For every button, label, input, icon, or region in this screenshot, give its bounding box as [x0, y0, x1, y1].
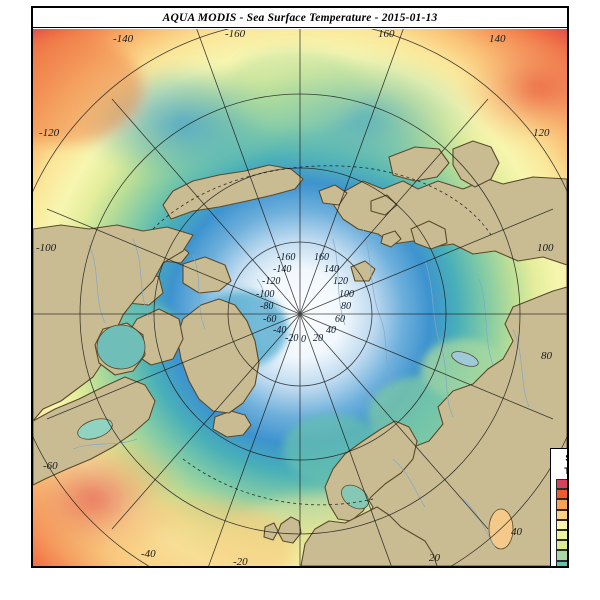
- legend-swatch: [556, 540, 567, 551]
- legend-title-line1: Sea Surface: [556, 452, 567, 465]
- center-longitude-label: -120: [262, 276, 280, 287]
- center-longitude-label: -160: [277, 252, 295, 263]
- land-british-isles: [277, 516, 302, 544]
- longitude-label: 40: [511, 526, 523, 538]
- land-europe: [300, 506, 438, 566]
- center-longitude-label: -100: [256, 289, 274, 300]
- legend-swatch: [556, 550, 567, 561]
- longitude-label: 160: [378, 29, 395, 40]
- river-layer: [72, 228, 530, 548]
- legend-row: 3.9 °C: [556, 560, 567, 566]
- center-longitude-label-group: -160 160 -140 140 -120 120 -100 100 -80 80 -60 60 -4…: [256, 252, 354, 345]
- center-longitude-label: -20: [285, 333, 298, 344]
- center-longitude-label: -140: [273, 264, 291, 275]
- water-hudson-bay: [96, 324, 146, 370]
- longitude-label: -120: [39, 127, 60, 139]
- water-great-lakes: [77, 418, 113, 440]
- ice-edge-layer: [152, 165, 492, 506]
- legend-row: 15.1 °C: [556, 519, 567, 530]
- legend-swatch: [556, 529, 567, 541]
- longitude-label: 20: [429, 552, 441, 564]
- center-longitude-label: 80: [341, 301, 351, 312]
- land-svalbard: [350, 260, 376, 282]
- longitude-label: 80: [541, 350, 553, 362]
- land-north-america: [33, 224, 194, 422]
- longitude-label: -40: [141, 548, 156, 560]
- legend-swatch: [556, 479, 567, 490]
- land-kamchatka: [452, 140, 500, 188]
- legend-row: 26.3 °C: [556, 479, 567, 490]
- legend-swatch: [556, 519, 567, 530]
- center-longitude-label: 160: [314, 252, 329, 263]
- longitude-label: -160: [225, 29, 246, 40]
- title-bar: AQUA MODIS - Sea Surface Temperature - 2…: [33, 8, 567, 28]
- longitude-label: 140: [489, 33, 506, 45]
- center-longitude-label: -60: [263, 314, 276, 325]
- land-chukotka: [388, 146, 450, 182]
- center-longitude-label: 20: [313, 333, 323, 344]
- center-longitude-label: 60: [335, 314, 345, 325]
- legend-row: 12.3 °C: [556, 529, 567, 541]
- land-iceland: [212, 410, 252, 438]
- longitude-label: 120: [533, 127, 550, 139]
- longitude-label: -140: [113, 33, 134, 45]
- page-title: AQUA MODIS - Sea Surface Temperature - 2…: [162, 11, 438, 24]
- center-longitude-label: 120: [333, 276, 348, 287]
- legend-swatch: [556, 560, 567, 566]
- land-new-siberian: [318, 184, 348, 206]
- longitude-label: -20: [233, 556, 248, 566]
- meridian-layer: [33, 29, 567, 566]
- land-franz-josef: [380, 230, 402, 248]
- legend-row: 17.9 °C: [556, 509, 567, 520]
- center-longitude-label: -80: [260, 301, 273, 312]
- land-novaya-zemlya: [410, 220, 448, 250]
- center-longitude-label: 40: [326, 325, 336, 336]
- longitude-label: -100: [36, 242, 57, 254]
- legend-row: 9.5 °C: [556, 540, 567, 551]
- legend-box: Sea Surface Temperature 26.3 °C23.5 °C20…: [550, 448, 567, 566]
- legend-swatch: [556, 489, 567, 500]
- legend-entries: 26.3 °C23.5 °C20.7 °C17.9 °C15.1 °C12.3 …: [556, 479, 567, 566]
- land-ireland: [263, 522, 279, 541]
- center-longitude-label: -40: [273, 325, 286, 336]
- land-alaska: [162, 164, 304, 220]
- legend-row: 6.7 °C: [556, 550, 567, 561]
- legend-title-line2: Temperature: [556, 465, 567, 478]
- center-longitude-label: 140: [324, 264, 339, 275]
- legend-row: 20.7 °C: [556, 499, 567, 510]
- longitude-label: 100: [537, 242, 554, 254]
- sst-map: -140 -160 160 140 -120 -100 120 100 80 -60 -40 -20 2…: [33, 29, 567, 566]
- legend-swatch: [556, 499, 567, 510]
- center-longitude-label: 0: [301, 334, 306, 345]
- water-lake-a: [451, 351, 479, 367]
- center-longitude-label: 100: [339, 289, 354, 300]
- longitude-label: -60: [43, 460, 58, 472]
- legend-swatch: [556, 509, 567, 520]
- legend-row: 23.5 °C: [556, 489, 567, 500]
